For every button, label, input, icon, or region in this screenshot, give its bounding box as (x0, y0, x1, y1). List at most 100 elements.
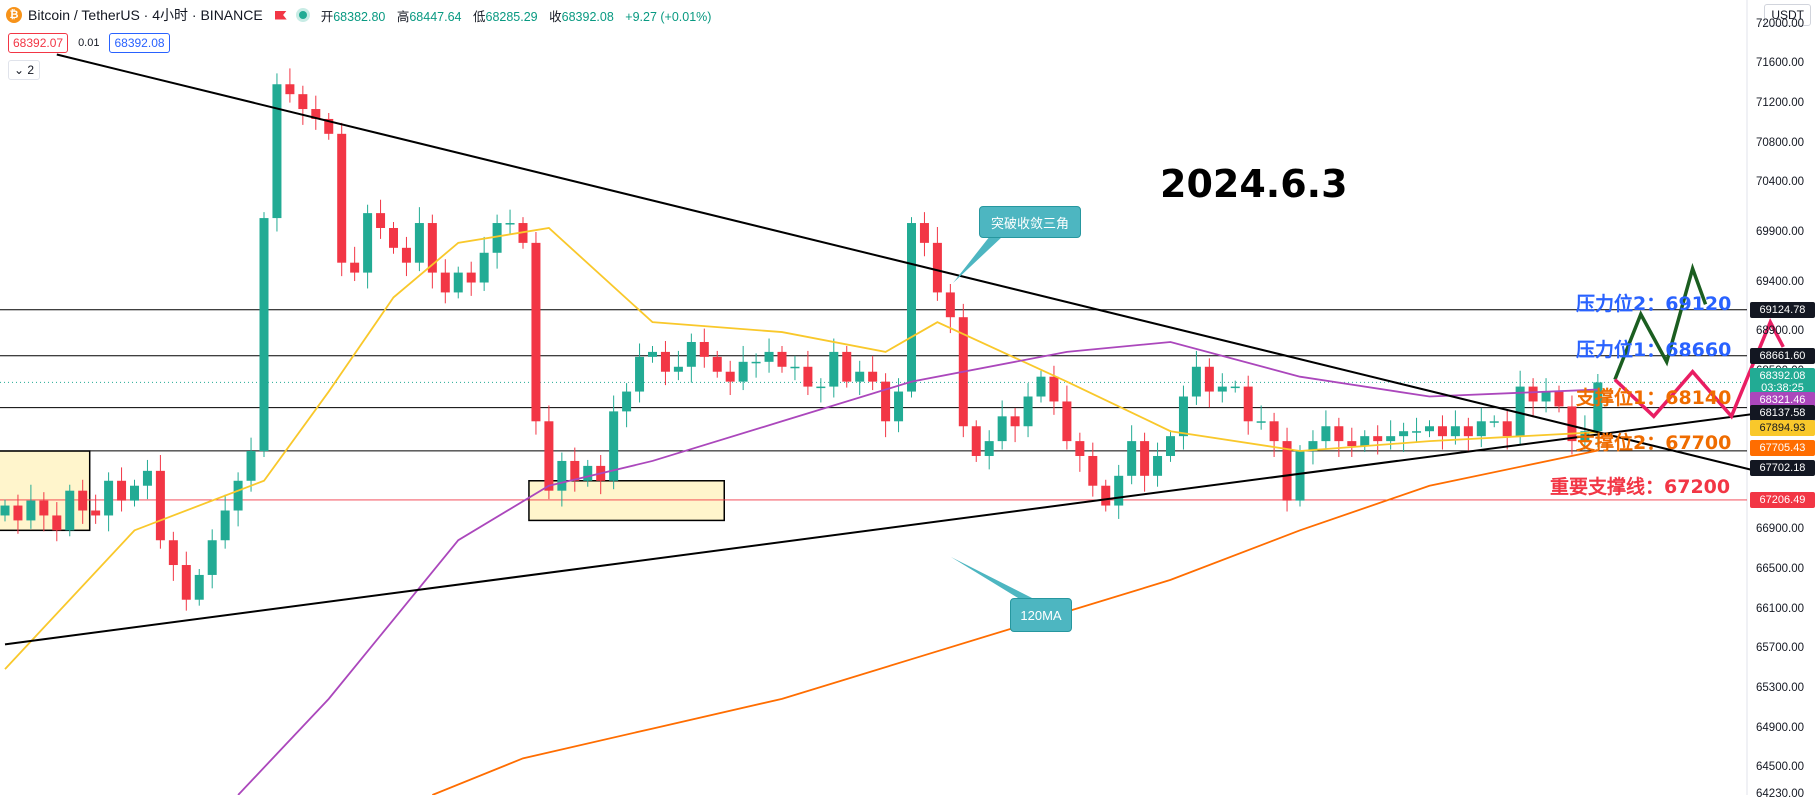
candle-body (1049, 376, 1059, 402)
candle-body (790, 366, 800, 369)
candle-body (570, 460, 580, 481)
candle-body (492, 223, 502, 253)
candle-body (1463, 426, 1473, 437)
candle-body (544, 421, 554, 491)
candle-body (1243, 386, 1253, 422)
candle-body (1347, 441, 1357, 447)
candle-body (1308, 441, 1318, 452)
candle-body (285, 84, 295, 95)
candle-body (1334, 426, 1344, 442)
candle-body (699, 341, 709, 357)
candle-body (13, 505, 23, 521)
candle-body (1204, 366, 1214, 392)
currency-selector[interactable]: USDT (1764, 4, 1811, 26)
candle-body (1114, 475, 1124, 506)
ma120-callout-pointer (951, 557, 1032, 598)
candle-body (1489, 421, 1499, 423)
sell-button[interactable]: 68392.07 (8, 33, 69, 53)
price-label: 67702.18 (1750, 459, 1815, 476)
candle-body (1295, 451, 1305, 501)
candle-body (181, 565, 191, 600)
trendline-descending (56, 53, 1760, 473)
candle-body (311, 109, 321, 119)
price-tick-label: 64900.00 (1756, 721, 1804, 734)
candle-body (881, 381, 891, 422)
price-tick-label: 68900.00 (1756, 325, 1804, 338)
price-label: 03:38:25 (1750, 379, 1815, 396)
candle-body (764, 351, 774, 362)
candle-body (427, 223, 437, 273)
candle-body (1088, 455, 1098, 486)
candle-body (479, 252, 489, 283)
candle-body (246, 451, 256, 481)
buy-button[interactable]: 68392.08 (109, 33, 170, 53)
candle-body (453, 272, 463, 293)
price-tick-label: 66500.00 (1756, 562, 1804, 575)
price-label: 67206.49 (1750, 491, 1815, 508)
candle-body (751, 361, 761, 364)
candle-body (91, 510, 101, 516)
candle-body (401, 247, 411, 263)
candle-body (686, 341, 696, 367)
price-tick-label: 69400.00 (1756, 275, 1804, 288)
candle-body (207, 540, 217, 575)
price-tick-label: 70800.00 (1756, 136, 1804, 149)
candle-body (1269, 421, 1279, 442)
candle-body (505, 223, 515, 225)
trade-panel: 68392.07 0.01 68392.08 (8, 32, 170, 54)
price-label: 67705.43 (1750, 440, 1815, 457)
candle-body (363, 213, 373, 273)
candle-body (272, 84, 282, 219)
candle-body (1360, 436, 1370, 447)
candle-body (104, 480, 114, 516)
price-tick-label: 71200.00 (1756, 97, 1804, 110)
forecast-path-2 (1613, 318, 1785, 420)
candle-body (1140, 441, 1150, 476)
candle-body (1178, 396, 1188, 437)
candle-body (932, 242, 942, 293)
price-tick-label: 64230.00 (1756, 788, 1804, 800)
candle-body (1191, 366, 1201, 397)
candle-body (233, 480, 243, 511)
key-support-label: 重要支撑线：67200 (1550, 476, 1731, 498)
candle-body (945, 292, 955, 318)
candle-body (1386, 436, 1396, 442)
candle-body (712, 356, 722, 372)
candle-body (376, 213, 386, 228)
candle-body (907, 223, 916, 392)
price-label: 68321.46 (1750, 391, 1815, 408)
indicators-toggle-button[interactable]: ⌄ 2 (8, 60, 41, 80)
candle-body (259, 218, 269, 452)
breakout-callout: 突破收敛三角 (979, 206, 1081, 238)
candle-body (52, 515, 62, 531)
candle-body (997, 416, 1007, 442)
support-1-label: 支撑位1：68140 (1576, 387, 1732, 409)
moving-average-2 (237, 341, 1598, 795)
candle-body (1036, 376, 1046, 397)
candle-body (1425, 426, 1434, 432)
price-tick-label: 65300.00 (1756, 681, 1804, 694)
candle-body (984, 441, 994, 456)
candle-body (1373, 436, 1383, 442)
candle-body (868, 371, 878, 382)
candle-body (777, 351, 787, 367)
candle-body (648, 351, 657, 357)
symbol-title[interactable]: Bitcoin / TetherUS · 4小时 · BINANCE (28, 7, 263, 23)
candle-body (220, 510, 230, 541)
candle-body (1166, 436, 1175, 456)
ohlc-readout: 开68382.80 高68447.64 低68285.29 收68392.08 … (320, 9, 712, 24)
candle-body (350, 262, 360, 273)
price-tick-label: 69900.00 (1756, 225, 1804, 238)
bitcoin-logo-icon: ₿ (6, 7, 22, 23)
candle-body (622, 391, 632, 412)
forecast-path-1 (1613, 262, 1708, 381)
candle-body (531, 242, 541, 422)
candle-body (1230, 386, 1240, 389)
market-status-icon (298, 11, 307, 19)
flag-icon[interactable] (274, 10, 287, 20)
price-tick-label: 66100.00 (1756, 602, 1804, 615)
resistance-2-label: 压力位2：69120 (1576, 293, 1732, 315)
candle-body (894, 391, 904, 422)
candle-body (324, 118, 334, 134)
